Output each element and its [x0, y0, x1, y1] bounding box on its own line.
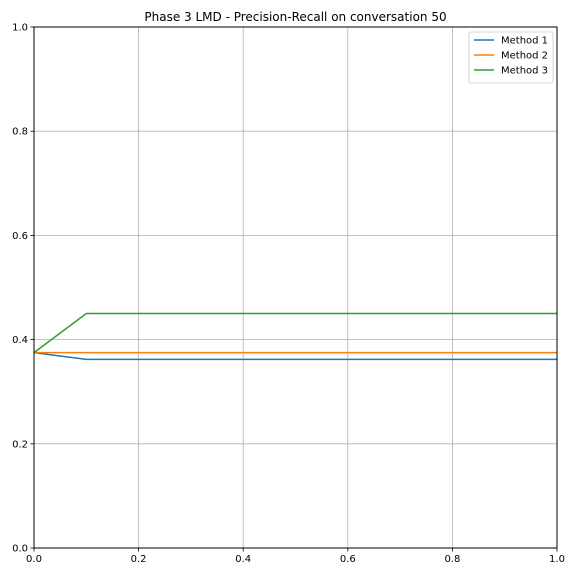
y-tick-label: 0.2 — [12, 439, 28, 450]
series-line-1 — [33, 351, 557, 361]
x-tick-label: 0.8 — [444, 554, 460, 565]
plot-frame — [33, 26, 558, 549]
chart-title: Phase 3 LMD - Precision-Recall on conver… — [144, 10, 446, 24]
y-tick-label: 0.8 — [12, 127, 28, 138]
series-line-3 — [33, 312, 557, 354]
axis-ticks: 0.0 0.2 0.4 0.6 0.8 1.0 0.0 0.2 0.4 0.6 0.8 1.0 — [12, 23, 565, 566]
x-tick-label: 0.0 — [26, 554, 42, 565]
x-tick-label: 0.4 — [235, 554, 251, 565]
y-tick-label: 0.4 — [12, 335, 28, 346]
legend-label-1: Method 1 — [501, 36, 548, 47]
legend-label-2: Method 2 — [501, 51, 548, 62]
legend: Method 1 Method 2 Method 3 — [468, 31, 554, 84]
x-tick-label: 0.2 — [131, 554, 147, 565]
y-tick-label: 1.0 — [12, 23, 28, 34]
plot-lines — [33, 312, 557, 361]
y-tick-label: 0.6 — [12, 231, 28, 242]
y-tick-label: 0.0 — [12, 544, 28, 555]
x-tick-label: 0.6 — [340, 554, 356, 565]
legend-label-3: Method 3 — [501, 66, 548, 77]
x-tick-label: 1.0 — [549, 554, 565, 565]
